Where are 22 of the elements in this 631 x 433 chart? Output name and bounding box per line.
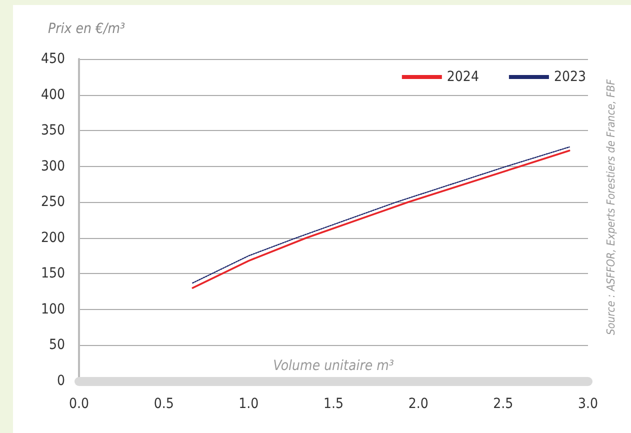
y-tick-label: 400 (40, 86, 65, 103)
y-tick-label: 450 (40, 51, 65, 67)
y-tick-label: 300 (40, 158, 65, 174)
x-tick-label: 1.0 (238, 396, 259, 412)
y-axis-title: Prix en €/m³ (48, 21, 126, 37)
y-tick-label: 250 (40, 194, 65, 210)
x-tick-label: 0.5 (154, 396, 174, 412)
x-tick-label: 2.5 (493, 396, 514, 412)
x-tick-label: 1.5 (323, 396, 344, 412)
y-tick-label: 350 (40, 122, 65, 139)
legend-label: 2023 (554, 69, 586, 85)
x-tick-label: 2.0 (408, 396, 428, 412)
y-tick-label: 0 (56, 373, 65, 389)
y-tick-label: 150 (40, 266, 65, 282)
x-axis-title: Volume unitaire m³ (273, 358, 394, 374)
legend-label: 2024 (446, 69, 479, 85)
y-tick-label: 100 (40, 301, 65, 318)
y-tick-label: 200 (40, 230, 65, 246)
x-tick-label: 3.0 (578, 396, 598, 412)
source-note: Source : ASFFOR, Experts Forestiers de France, FBF (604, 79, 618, 335)
x-tick-label: 0.0 (68, 396, 90, 412)
y-tick-label: 50 (48, 337, 65, 354)
